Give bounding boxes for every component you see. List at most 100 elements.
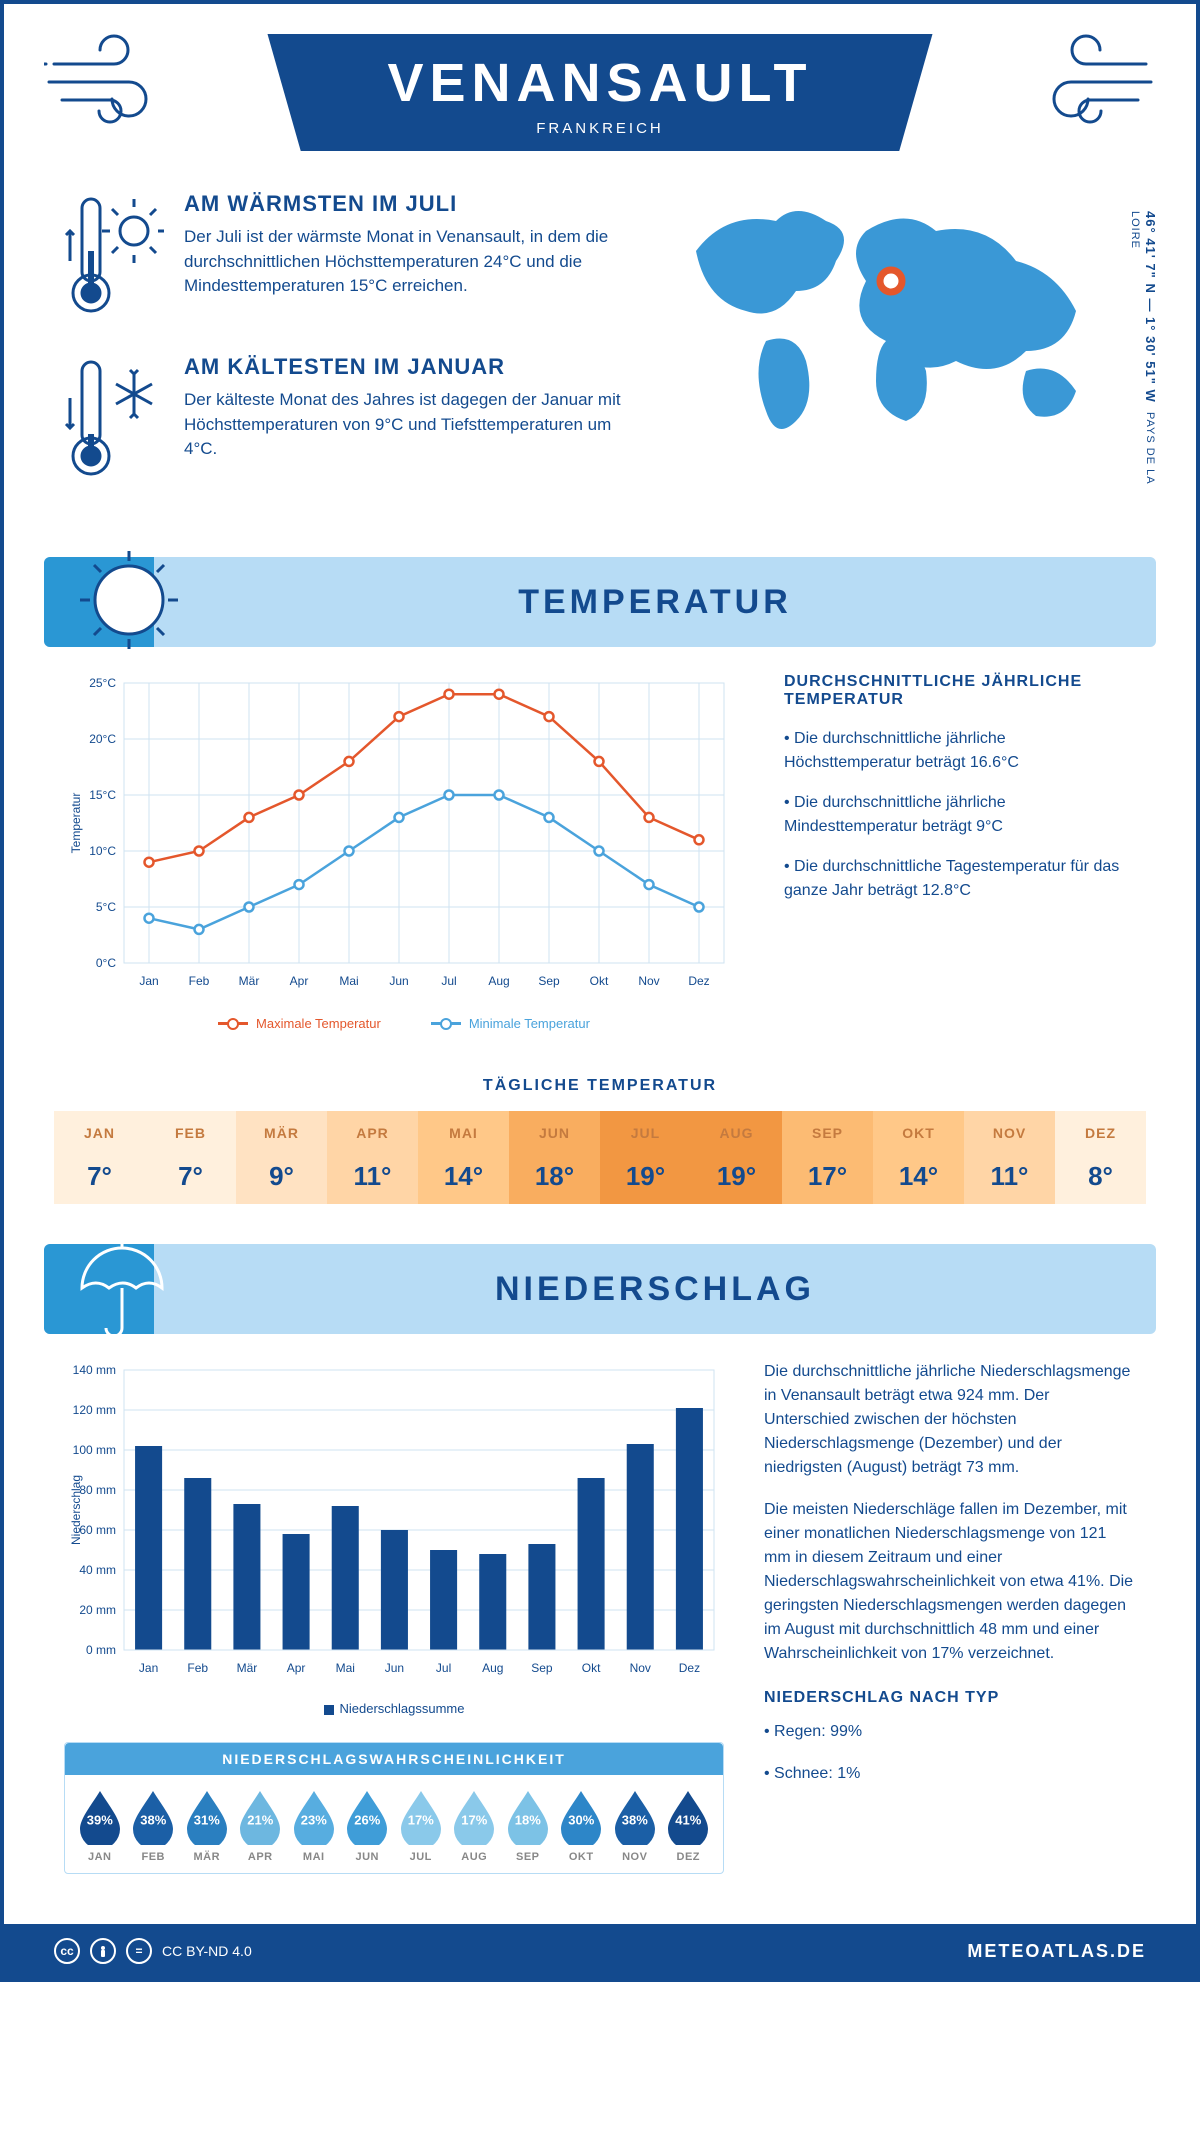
- nd-icon: =: [126, 1938, 152, 1964]
- wind-icon: [1026, 34, 1156, 129]
- precip-type-b1: • Regen: 99%: [764, 1720, 1136, 1744]
- svg-text:0 mm: 0 mm: [86, 1643, 116, 1657]
- svg-text:Feb: Feb: [189, 974, 210, 988]
- license-text: CC BY-ND 4.0: [162, 1943, 252, 1959]
- title-banner: VENANSAULT FRANKREICH: [267, 34, 932, 151]
- svg-text:Jul: Jul: [436, 1661, 451, 1675]
- city-name: VENANSAULT: [387, 52, 812, 114]
- legend-min-label: Minimale Temperatur: [469, 1016, 590, 1031]
- legend-max-label: Maximale Temperatur: [256, 1016, 381, 1031]
- warmest-text: Der Juli ist der wärmste Monat in Venans…: [184, 225, 624, 299]
- daily-cell: AUG 19°: [691, 1111, 782, 1204]
- probability-cell: 17% AUG: [448, 1789, 502, 1863]
- svg-text:10°C: 10°C: [89, 844, 116, 858]
- precip-row: 0 mm 20 mm 40 mm 60 mm 80 mm 100 mm 120 mm 140 …: [4, 1360, 1196, 1894]
- probability-cell: 31% MÄR: [180, 1789, 234, 1863]
- temp-info-b2: • Die durchschnittliche jährliche Mindes…: [784, 791, 1136, 839]
- temperature-section-bar: TEMPERATUR: [44, 557, 1156, 647]
- daily-cell: OKT 14°: [873, 1111, 964, 1204]
- temperature-legend: Maximale Temperatur Minimale Temperatur: [64, 1016, 744, 1031]
- coldest-title: AM KÄLTESTEN IM JANUAR: [184, 354, 624, 380]
- temperature-info: DURCHSCHNITTLICHE JÄHRLICHE TEMPERATUR •…: [784, 673, 1136, 1031]
- daily-cell: JUL 19°: [600, 1111, 691, 1204]
- probability-cell: 21% APR: [234, 1789, 288, 1863]
- probability-grid: 39% JAN 38% FEB 31% MÄR 21% APR: [65, 1775, 723, 1873]
- svg-text:25°C: 25°C: [89, 676, 116, 690]
- probability-box: NIEDERSCHLAGSWAHRSCHEINLICHKEIT 39% JAN …: [64, 1742, 724, 1874]
- svg-text:Jun: Jun: [385, 1661, 404, 1675]
- warmest-block: AM WÄRMSTEN IM JULI Der Juli ist der wär…: [64, 191, 626, 326]
- sun-icon: [74, 545, 184, 655]
- header: VENANSAULT FRANKREICH: [4, 4, 1196, 161]
- daily-cell: SEP 17°: [782, 1111, 873, 1204]
- svg-text:Dez: Dez: [688, 974, 709, 988]
- precip-legend: Niederschlagssumme: [64, 1701, 724, 1716]
- summary-text-column: AM WÄRMSTEN IM JULI Der Juli ist der wär…: [64, 191, 626, 517]
- summary-section: AM WÄRMSTEN IM JULI Der Juli ist der wär…: [4, 161, 1196, 537]
- svg-text:Dez: Dez: [679, 1661, 700, 1675]
- umbrella-icon: [62, 1228, 172, 1348]
- temp-info-b1: • Die durchschnittliche jährliche Höchst…: [784, 727, 1136, 775]
- svg-text:0°C: 0°C: [96, 956, 116, 970]
- svg-text:100 mm: 100 mm: [73, 1443, 116, 1457]
- probability-title: NIEDERSCHLAGSWAHRSCHEINLICHKEIT: [65, 1743, 723, 1775]
- svg-text:Apr: Apr: [287, 1661, 306, 1675]
- precip-section-bar: NIEDERSCHLAG: [44, 1244, 1156, 1334]
- site-name: METEOATLAS.DE: [967, 1941, 1146, 1962]
- coldest-text: Der kälteste Monat des Jahres ist dagege…: [184, 388, 624, 462]
- daily-cell: MÄR 9°: [236, 1111, 327, 1204]
- precip-p2: Die meisten Niederschläge fallen im Deze…: [764, 1498, 1136, 1666]
- svg-text:Sep: Sep: [531, 1661, 553, 1675]
- probability-cell: 17% JUL: [394, 1789, 448, 1863]
- probability-cell: 18% SEP: [501, 1789, 555, 1863]
- svg-text:Mai: Mai: [336, 1661, 355, 1675]
- svg-text:80 mm: 80 mm: [79, 1483, 116, 1497]
- daily-cell: DEZ 8°: [1055, 1111, 1146, 1204]
- svg-text:Temperatur: Temperatur: [69, 793, 83, 854]
- daily-cell: JUN 18°: [509, 1111, 600, 1204]
- precip-type-title: NIEDERSCHLAG NACH TYP: [764, 1686, 1136, 1710]
- svg-text:Nov: Nov: [638, 974, 659, 988]
- daily-cell: APR 11°: [327, 1111, 418, 1204]
- svg-text:Jun: Jun: [389, 974, 408, 988]
- svg-text:Okt: Okt: [582, 1661, 601, 1675]
- cc-icon: cc: [54, 1938, 80, 1964]
- precip-p1: Die durchschnittliche jährliche Niedersc…: [764, 1360, 1136, 1480]
- svg-text:120 mm: 120 mm: [73, 1403, 116, 1417]
- warmest-title: AM WÄRMSTEN IM JULI: [184, 191, 624, 217]
- svg-text:60 mm: 60 mm: [79, 1523, 116, 1537]
- temperature-row: 0°C5°C10°C15°C20°C25°CJanFebMärAprMaiJun…: [4, 673, 1196, 1051]
- svg-text:Mai: Mai: [339, 974, 358, 988]
- country-name: FRANKREICH: [387, 120, 812, 137]
- probability-cell: 39% JAN: [73, 1789, 127, 1863]
- svg-text:Aug: Aug: [488, 974, 509, 988]
- coldest-block: AM KÄLTESTEN IM JANUAR Der kälteste Mona…: [64, 354, 626, 489]
- daily-cell: JAN 7°: [54, 1111, 145, 1204]
- svg-text:140 mm: 140 mm: [73, 1363, 116, 1377]
- thermometer-sun-icon: [64, 191, 164, 326]
- svg-text:Nov: Nov: [630, 1661, 651, 1675]
- precip-info: Die durchschnittliche jährliche Niedersc…: [764, 1360, 1136, 1874]
- coordinates: 46° 41' 7" N — 1° 30' 51" W PAYS DE LA L…: [1128, 211, 1158, 517]
- temp-info-title: DURCHSCHNITTLICHE JÄHRLICHE TEMPERATUR: [784, 673, 1136, 709]
- daily-cell: MAI 14°: [418, 1111, 509, 1204]
- temperature-title: TEMPERATUR: [154, 583, 1156, 622]
- svg-text:40 mm: 40 mm: [79, 1563, 116, 1577]
- world-map-block: 46° 41' 7" N — 1° 30' 51" W PAYS DE LA L…: [656, 191, 1136, 517]
- svg-text:Mär: Mär: [237, 1661, 258, 1675]
- svg-text:Aug: Aug: [482, 1661, 503, 1675]
- probability-cell: 41% DEZ: [662, 1789, 716, 1863]
- probability-cell: 38% FEB: [127, 1789, 181, 1863]
- probability-cell: 38% NOV: [608, 1789, 662, 1863]
- svg-text:Jul: Jul: [441, 974, 456, 988]
- svg-text:Niederschlag: Niederschlag: [69, 1475, 83, 1545]
- svg-text:Apr: Apr: [290, 974, 309, 988]
- daily-temp-title: TÄGLICHE TEMPERATUR: [4, 1077, 1196, 1095]
- precip-type-b2: • Schnee: 1%: [764, 1762, 1136, 1786]
- svg-text:Sep: Sep: [538, 974, 560, 988]
- svg-text:20 mm: 20 mm: [79, 1603, 116, 1617]
- precip-chart: 0 mm 20 mm 40 mm 60 mm 80 mm 100 mm 120 mm 140 …: [64, 1360, 724, 1874]
- footer: cc = CC BY-ND 4.0 METEOATLAS.DE: [4, 1924, 1196, 1978]
- probability-cell: 26% JUN: [341, 1789, 395, 1863]
- thermometer-snow-icon: [64, 354, 164, 489]
